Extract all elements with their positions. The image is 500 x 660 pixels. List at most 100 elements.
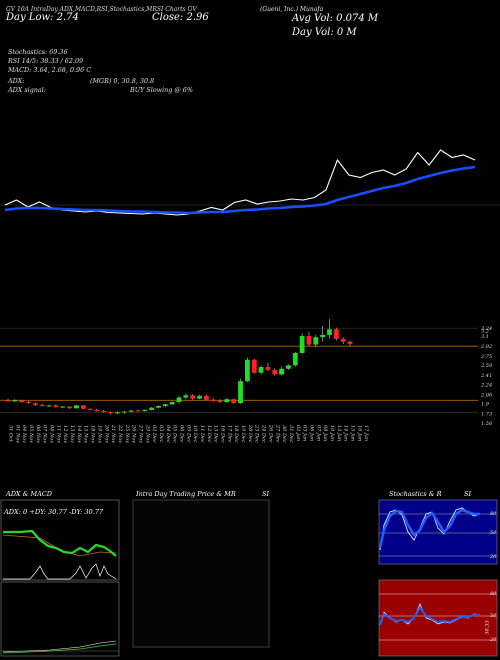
adx-panel-frame: [0, 499, 120, 581]
x-tick-label: 18 Dec: [233, 425, 239, 443]
x-tick-label: 16 Jan: [356, 425, 362, 441]
stoch-tick-20: 20: [490, 554, 497, 560]
candle-body: [80, 405, 86, 409]
candle-body: [313, 337, 319, 345]
x-tick-label: 14 Nov: [76, 425, 82, 443]
candle-body: [53, 405, 59, 408]
x-tick-label: 06 Dec: [179, 425, 185, 443]
candle-body: [245, 359, 250, 382]
rsi-tick-20: 20: [490, 637, 497, 643]
y-tick-label: 1.73: [481, 411, 492, 417]
x-tick-label: 12 Dec: [206, 425, 212, 443]
candle-body: [67, 406, 72, 409]
macd-white-line: [2, 640, 117, 653]
y-tick-label: 3.1: [481, 334, 489, 340]
x-tick-label: 12 Nov: [62, 425, 68, 443]
y-tick-label: 1.9: [481, 402, 490, 408]
x-tick-label: 17 Dec: [226, 425, 232, 443]
candle-body: [74, 405, 79, 409]
header-title: (Gueni, Inc.) Munafa: [260, 6, 324, 13]
x-tick-label: 04 Nov: [21, 425, 27, 443]
x-tick-label: 13 Dec: [213, 425, 219, 443]
candle-body: [176, 397, 182, 403]
candle-body: [299, 336, 305, 353]
x-tick-label: 08 Jan: [322, 425, 328, 441]
x-tick-label: 30 Dec: [281, 425, 287, 443]
candle-body: [169, 402, 175, 405]
stoch-panel-title-si: SI: [464, 490, 472, 498]
candle-body: [87, 408, 93, 410]
x-tick-label: 20 Nov: [103, 424, 109, 443]
rsi-value-label: 38.33: [484, 620, 491, 635]
moving-average-line: [4, 165, 476, 215]
candle-body: [149, 407, 155, 410]
rsi-panel-bg: [378, 579, 498, 657]
price-line-chart: [0, 149, 500, 216]
adx-green-line: [3, 529, 117, 557]
candle-body: [265, 367, 271, 370]
x-tick-label: 21 Nov: [110, 424, 116, 443]
x-tick-label: 06 Jan: [309, 425, 315, 441]
candle-body: [231, 399, 237, 404]
x-tick-label: 13 Jan: [336, 425, 342, 441]
x-tick-label: 27 Nov: [138, 424, 144, 443]
rsi-value: RSI 14/5: 38.33 / 62.09: [8, 57, 84, 65]
x-tick-label: 08 Nov: [49, 425, 55, 443]
candle-body: [115, 412, 120, 414]
candle-body: [224, 399, 230, 403]
day-low: Day Low: 2.74: [6, 12, 79, 23]
x-tick-label: 11 Nov: [55, 425, 61, 443]
x-tick-label: 26 Nov: [131, 424, 137, 443]
candle-body: [5, 400, 11, 402]
candle-body: [306, 336, 312, 345]
candle-body: [60, 406, 66, 408]
y-tick-label: 3.2: [481, 328, 489, 334]
candle-body: [190, 395, 196, 399]
adx-white-line: [3, 563, 117, 580]
candle-body: [320, 334, 326, 338]
rsi-tick-80: 80: [490, 591, 497, 597]
stoch-tick-50: 50: [490, 530, 497, 536]
candle-body: [327, 329, 332, 335]
candle-body: [251, 359, 257, 373]
x-tick-label: 29 Nov: [144, 424, 150, 443]
stoch-panel-title: Stochastics & R: [389, 490, 442, 498]
candle-body: [162, 404, 168, 406]
candle-body: [19, 400, 25, 403]
x-tick-label: 18 Nov: [90, 425, 96, 443]
y-tick-label: 2.92: [480, 344, 492, 350]
candle-body: [272, 369, 278, 375]
x-tick-label: 31 Oct: [8, 425, 14, 443]
adx-panel-values: ADX: 0 +DY: 30.77 -DY: 30.77: [4, 508, 104, 516]
candle-body: [286, 365, 291, 369]
candle-body: [333, 329, 339, 339]
x-tick-label: 17 Jan: [363, 425, 369, 441]
x-tick-label: 20 Dec: [247, 424, 253, 443]
candle-body: [210, 399, 216, 401]
x-tick-label: 25 Nov: [124, 424, 130, 443]
rsi-tick-50: 50: [490, 613, 497, 619]
x-tick-label: 07 Nov: [42, 425, 48, 443]
x-tick-label: 02 Dec: [151, 425, 157, 443]
x-tick-label: 24 Dec: [261, 424, 267, 443]
adx-signal-label: ADX signal:: [8, 86, 46, 94]
x-tick-label: 07 Jan: [315, 425, 321, 441]
candlestick-chart: 3.243.23.1 2.92 2.75 2.59 2.41 2.24 2.06 1.9 1.7…: [0, 319, 493, 443]
x-tick-label: 06 Nov: [35, 425, 41, 443]
candle-body: [217, 400, 223, 403]
candle-body: [12, 400, 18, 402]
x-tick-label: 15 Jan: [350, 425, 356, 441]
macd-green-line: [2, 643, 117, 654]
candle-body: [101, 411, 107, 413]
ticker-line: GV 10A IntraDay ADX,MACD,RSI,Stochastics…: [6, 6, 197, 13]
x-tick-label: 22 Nov: [117, 424, 123, 443]
x-tick-label: 05 Dec: [172, 425, 178, 443]
candle-body: [108, 412, 113, 414]
x-tick-label: 23 Dec: [254, 424, 260, 443]
x-tick-label: 05 Nov: [28, 425, 34, 443]
macd-panel-frame: [0, 581, 120, 657]
candle-body: [121, 411, 127, 413]
day-vol: Day Vol: 0 M: [292, 27, 357, 38]
candle-body: [39, 404, 45, 406]
